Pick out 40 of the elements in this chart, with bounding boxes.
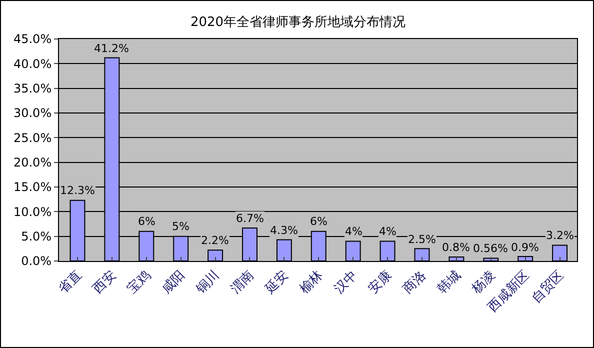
y-tick-label: 30.0% — [13, 106, 52, 120]
data-label: 4.3% — [270, 224, 298, 237]
x-tick-label: 延安 — [261, 267, 292, 298]
x-tick-label: 省直 — [56, 268, 85, 297]
x-tick-label: 杨凌 — [468, 268, 498, 298]
y-tick-label: 15.0% — [13, 180, 52, 194]
data-label: 2.5% — [408, 233, 436, 246]
data-label: 6% — [138, 215, 156, 228]
data-label: 5% — [172, 220, 190, 233]
x-tick-label: 商洛 — [400, 268, 430, 297]
data-label: 3.2% — [546, 229, 574, 242]
data-label: 6% — [310, 215, 328, 228]
data-label: 0.56% — [473, 242, 508, 255]
x-tick-label: 铜川 — [193, 268, 223, 298]
x-tick-label: 西安 — [90, 267, 120, 297]
data-label: 0.9% — [511, 241, 539, 254]
y-tick-label: 10.0% — [13, 204, 52, 219]
data-label: 4% — [379, 225, 396, 238]
data-label: 6.7% — [236, 212, 264, 225]
y-tick-label: 5.0% — [21, 230, 52, 244]
x-tick-label: 榆林 — [297, 268, 326, 297]
data-label: 12.3% — [60, 184, 95, 197]
x-tick-label: 宝鸡 — [124, 267, 154, 297]
y-tick-label: 45.0% — [13, 32, 52, 46]
y-tick-label: 0.0% — [21, 254, 52, 268]
data-label: 2.2% — [201, 234, 229, 247]
x-tick-label: 渭南 — [228, 268, 258, 297]
x-tick-label: 安康 — [365, 267, 395, 297]
y-tick-label: 40.0% — [13, 56, 52, 71]
y-tick-label: 25.0% — [13, 130, 52, 145]
data-label: 4% — [345, 225, 362, 238]
x-tick-label: 咸阳 — [159, 268, 188, 297]
chart-title: 2020年全省律师事务所地域分布情况 — [190, 14, 406, 30]
data-label: 41.2% — [94, 42, 129, 55]
x-tick-label: 汉中 — [332, 268, 361, 297]
x-tick-label: 韩城 — [434, 268, 464, 297]
y-tick-label: 35.0% — [13, 82, 52, 96]
data-label: 0.8% — [442, 241, 470, 254]
y-tick-label: 20.0% — [13, 156, 52, 170]
x-tick-label: 自贸区 — [529, 268, 568, 306]
